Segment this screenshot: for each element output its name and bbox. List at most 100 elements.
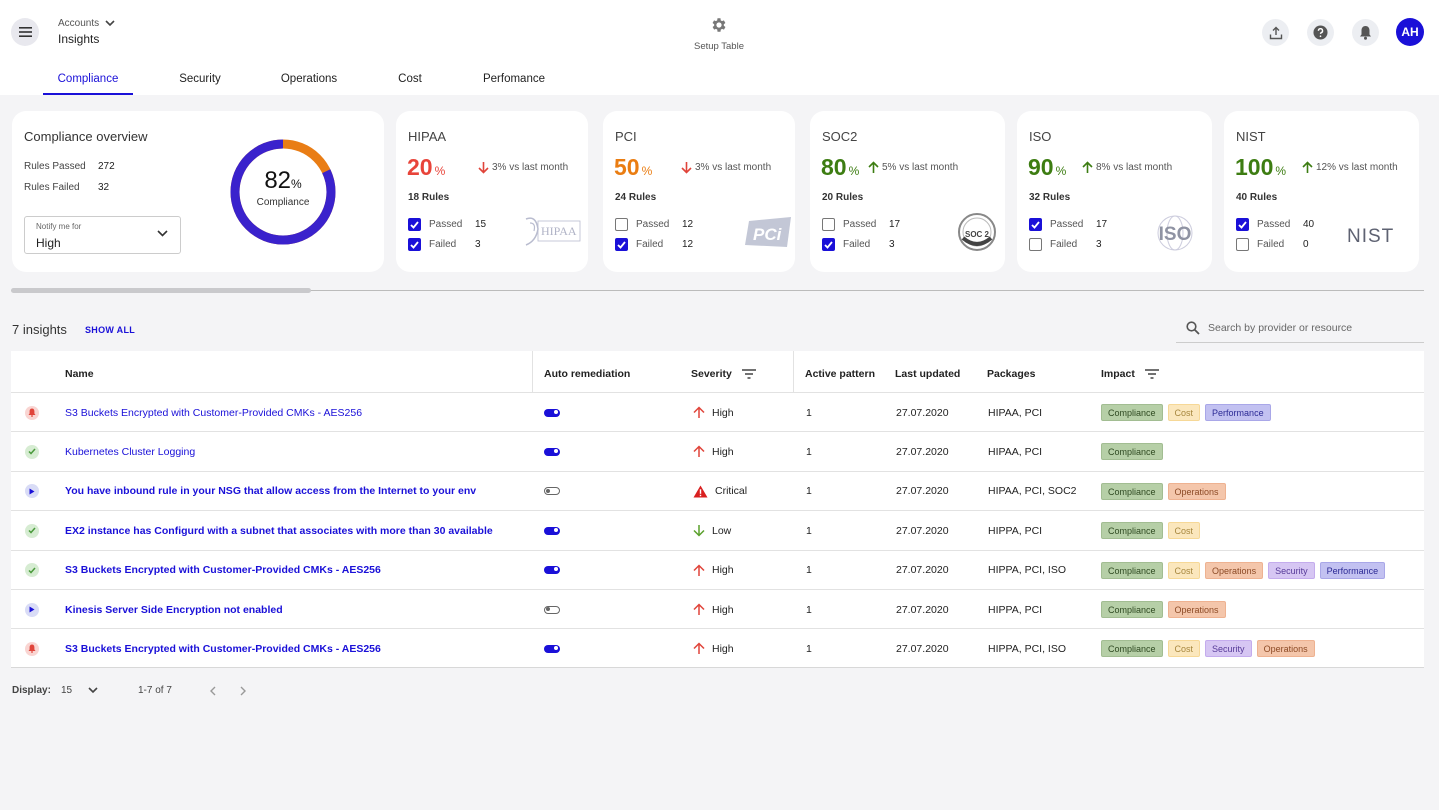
passed-filter[interactable]: Passed 15 bbox=[408, 218, 486, 231]
failed-filter[interactable]: Failed 12 bbox=[615, 238, 693, 251]
svg-text:HIPAA: HIPAA bbox=[541, 224, 577, 238]
search-input[interactable]: Search by provider or resource bbox=[1176, 316, 1424, 343]
filter-icon[interactable] bbox=[741, 369, 756, 379]
setup-table-button[interactable]: Setup Table bbox=[688, 16, 750, 52]
insight-name[interactable]: Kubernetes Cluster Logging bbox=[65, 445, 196, 458]
insights-table: Name Auto remediation Severity Active pa… bbox=[11, 351, 1424, 668]
table-row[interactable]: S3 Buckets Encrypted with Customer-Provi… bbox=[11, 392, 1424, 431]
auto-remediation-toggle[interactable] bbox=[544, 447, 560, 456]
chevron-left-icon[interactable] bbox=[209, 686, 217, 696]
auto-remediation-toggle[interactable] bbox=[544, 566, 560, 575]
auto-remediation-toggle[interactable] bbox=[544, 605, 560, 614]
trend: 5% vs last month bbox=[868, 161, 958, 174]
table-row[interactable]: S3 Buckets Encrypted with Customer-Provi… bbox=[11, 549, 1424, 589]
arrow-down-icon bbox=[693, 525, 705, 537]
active-pattern: 1 bbox=[806, 564, 812, 577]
arrow-up-icon bbox=[1082, 161, 1093, 173]
auto-remediation-toggle[interactable] bbox=[544, 487, 560, 496]
impact-cell: Compliance Operations bbox=[1101, 590, 1231, 629]
tab-security[interactable]: Security bbox=[179, 73, 221, 85]
passed-filter[interactable]: Passed 17 bbox=[822, 218, 900, 231]
insight-name[interactable]: Kinesis Server Side Encryption not enabl… bbox=[65, 603, 283, 616]
passed-checkbox[interactable] bbox=[615, 218, 628, 231]
failed-checkbox[interactable] bbox=[822, 238, 835, 251]
col-last-updated[interactable]: Last updated bbox=[895, 368, 961, 380]
last-updated: 27.07.2020 bbox=[896, 445, 949, 458]
failed-filter[interactable]: Failed 0 bbox=[1236, 238, 1309, 251]
user-avatar[interactable]: AH bbox=[1396, 18, 1424, 46]
auto-remediation-toggle[interactable] bbox=[544, 408, 560, 417]
passed-filter[interactable]: Passed 17 bbox=[1029, 218, 1107, 231]
severity-label: High bbox=[712, 406, 734, 419]
col-impact-label: Impact bbox=[1101, 368, 1135, 380]
passed-filter[interactable]: Passed 40 bbox=[1236, 218, 1314, 231]
page-size-select[interactable]: 15 bbox=[61, 685, 98, 696]
export-button[interactable] bbox=[1262, 19, 1289, 46]
filter-icon[interactable] bbox=[1144, 369, 1159, 379]
menu-button[interactable] bbox=[11, 18, 39, 46]
nist-card[interactable]: NIST 100% 12% vs last month 40 Rules Passed 4… bbox=[1224, 111, 1419, 272]
table-row[interactable]: You have inbound rule in your NSG that a… bbox=[11, 470, 1424, 510]
percent-value: 80 bbox=[821, 154, 847, 180]
iso-card[interactable]: ISO 90% 8% vs last month 32 Rules Passed 17 Fa… bbox=[1017, 111, 1212, 272]
failed-filter[interactable]: Failed 3 bbox=[1029, 238, 1102, 251]
rules-passed-value: 272 bbox=[98, 161, 115, 172]
table-row[interactable]: EX2 instance has Configurd with a subnet… bbox=[11, 510, 1424, 549]
gear-icon bbox=[712, 18, 726, 32]
passed-checkbox[interactable] bbox=[1029, 218, 1042, 231]
insight-name[interactable]: S3 Buckets Encrypted with Customer-Provi… bbox=[65, 642, 381, 655]
insight-name[interactable]: You have inbound rule in your NSG that a… bbox=[65, 485, 477, 498]
failed-checkbox[interactable] bbox=[1029, 238, 1042, 251]
passed-filter[interactable]: Passed 12 bbox=[615, 218, 693, 231]
table-row[interactable]: Kinesis Server Side Encryption not enabl… bbox=[11, 589, 1424, 628]
table-row[interactable]: Kubernetes Cluster Logging High 1 27.07.202… bbox=[11, 431, 1424, 470]
help-button[interactable] bbox=[1307, 19, 1334, 46]
col-active-pattern[interactable]: Active pattern bbox=[805, 368, 876, 380]
chevron-right-icon[interactable] bbox=[239, 686, 247, 696]
failed-checkbox[interactable] bbox=[408, 238, 421, 251]
table-row[interactable]: S3 Buckets Encrypted with Customer-Provi… bbox=[11, 628, 1424, 667]
rules-count: 24 Rules bbox=[615, 192, 657, 203]
failed-filter[interactable]: Failed 3 bbox=[408, 238, 481, 251]
insight-name[interactable]: S3 Buckets Encrypted with Customer-Provi… bbox=[65, 564, 381, 577]
passed-checkbox[interactable] bbox=[1236, 218, 1249, 231]
tab-operations[interactable]: Operations bbox=[280, 73, 338, 85]
passed-checkbox[interactable] bbox=[408, 218, 421, 231]
col-severity[interactable]: Severity bbox=[691, 368, 756, 380]
failed-checkbox[interactable] bbox=[1236, 238, 1249, 251]
account-switcher[interactable]: Accounts bbox=[58, 18, 115, 29]
show-all-link[interactable]: SHOW ALL bbox=[85, 325, 136, 335]
auto-remediation-toggle[interactable] bbox=[544, 526, 560, 535]
scrollbar-thumb[interactable] bbox=[11, 288, 311, 293]
notifications-button[interactable] bbox=[1352, 19, 1379, 46]
soc2-card[interactable]: SOC2 80% 5% vs last month 20 Rules Passed 17 F… bbox=[810, 111, 1005, 272]
severity-label: High bbox=[712, 445, 734, 458]
last-updated: 27.07.2020 bbox=[896, 603, 949, 616]
cards-scrollbar[interactable] bbox=[11, 288, 1424, 293]
notify-select[interactable]: Notify me for High bbox=[24, 216, 181, 254]
last-updated: 27.07.2020 bbox=[896, 642, 949, 655]
packages: HIPAA, PCI, SOC2 bbox=[988, 485, 1077, 498]
active-pattern: 1 bbox=[806, 642, 812, 655]
auto-remediation-toggle[interactable] bbox=[544, 644, 560, 653]
tab-bar: Compliance Security Operations Cost Perf… bbox=[0, 73, 1439, 95]
tab-performance[interactable]: Perfomance bbox=[482, 73, 545, 85]
failed-filter[interactable]: Failed 3 bbox=[822, 238, 895, 251]
tab-compliance[interactable]: Compliance bbox=[43, 73, 133, 95]
failed-checkbox[interactable] bbox=[615, 238, 628, 251]
last-updated: 27.07.2020 bbox=[896, 406, 949, 419]
failed-label: Failed bbox=[1050, 239, 1078, 250]
hipaa-card[interactable]: HIPAA 20% 3% vs last month 18 Rules Passed 15… bbox=[396, 111, 588, 272]
auto-remediation-cell bbox=[544, 393, 560, 432]
col-auto-remediation[interactable]: Auto remediation bbox=[544, 368, 631, 380]
col-packages[interactable]: Packages bbox=[987, 368, 1036, 380]
passed-checkbox[interactable] bbox=[822, 218, 835, 231]
col-name[interactable]: Name bbox=[65, 368, 94, 380]
insight-name[interactable]: S3 Buckets Encrypted with Customer-Provi… bbox=[65, 406, 363, 419]
insight-name[interactable]: EX2 instance has Configurd with a subnet… bbox=[65, 524, 493, 537]
tab-cost[interactable]: Cost bbox=[398, 73, 422, 85]
col-impact[interactable]: Impact bbox=[1101, 368, 1159, 380]
passed-count: 40 bbox=[1303, 219, 1315, 230]
pci-card[interactable]: PCI 50% 3% vs last month 24 Rules Passed 12 Fa… bbox=[603, 111, 795, 272]
severity-cell: Low bbox=[693, 511, 731, 550]
